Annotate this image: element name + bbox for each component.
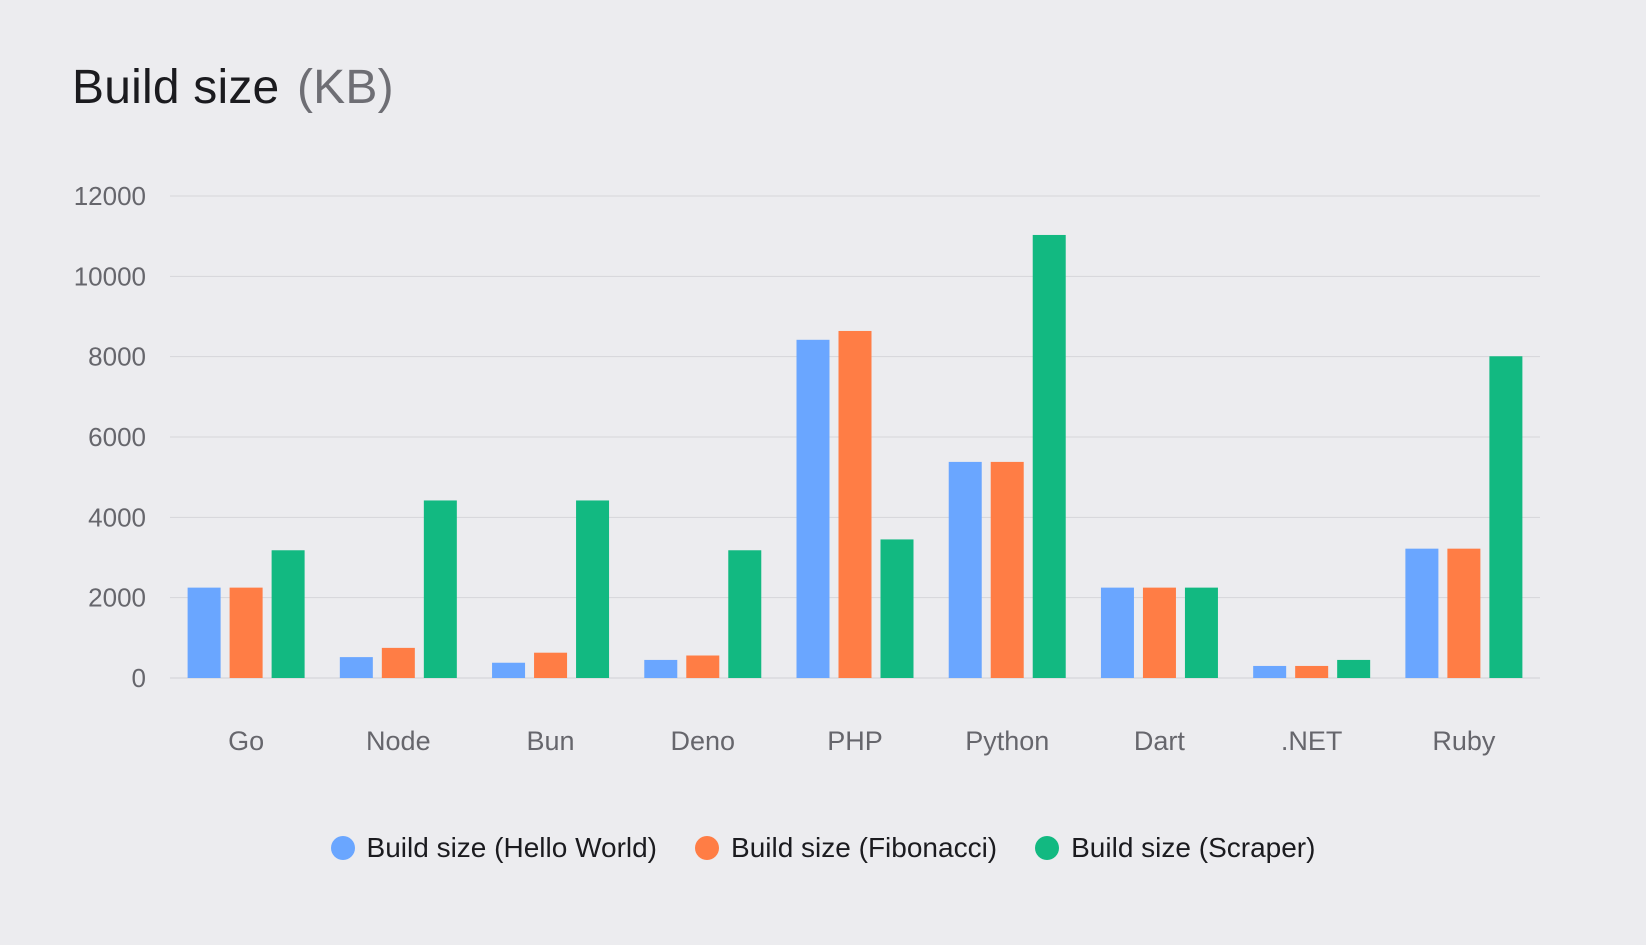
legend-item: Build size (Hello World) bbox=[330, 832, 658, 864]
bar bbox=[423, 500, 457, 678]
y-tick-label: 4000 bbox=[88, 502, 146, 532]
y-tick-label: 6000 bbox=[88, 422, 146, 452]
x-tick-label: Bun bbox=[527, 726, 575, 756]
x-tick-label: .NET bbox=[1281, 726, 1343, 756]
bar bbox=[1337, 659, 1371, 678]
bar bbox=[1184, 587, 1218, 678]
chart-title-unit: (KB) bbox=[296, 61, 394, 114]
bar bbox=[948, 461, 982, 678]
bar bbox=[796, 339, 830, 678]
legend-swatch bbox=[1035, 836, 1060, 860]
bar bbox=[880, 539, 914, 678]
x-tick-label: Dart bbox=[1134, 726, 1186, 756]
bar bbox=[576, 500, 610, 678]
bar bbox=[1489, 356, 1523, 678]
bar bbox=[339, 657, 373, 678]
x-tick-label: Node bbox=[366, 726, 431, 756]
y-tick-label: 2000 bbox=[88, 583, 146, 613]
y-tick-label: 10000 bbox=[74, 261, 146, 291]
bar bbox=[686, 655, 720, 678]
legend-label: Build size (Hello World) bbox=[366, 832, 658, 863]
legend-label: Build size (Scraper) bbox=[1071, 832, 1316, 863]
bar bbox=[534, 652, 568, 678]
chart-title: Build size (KB) bbox=[72, 60, 394, 115]
legend-label: Build size (Fibonacci) bbox=[731, 832, 998, 863]
x-tick-label: Python bbox=[965, 726, 1049, 756]
bar bbox=[838, 330, 872, 678]
bar bbox=[990, 461, 1024, 678]
bar bbox=[187, 587, 221, 678]
bar bbox=[1100, 587, 1134, 678]
legend-swatch bbox=[330, 836, 355, 860]
y-tick-label: 12000 bbox=[74, 181, 146, 211]
bar bbox=[1447, 548, 1481, 678]
chart-legend: Build size (Hello World) Build size (Fibo… bbox=[0, 832, 1646, 864]
bar bbox=[1253, 665, 1287, 678]
bar bbox=[492, 662, 526, 678]
bar bbox=[644, 659, 678, 678]
x-tick-label: Go bbox=[228, 726, 264, 756]
bar bbox=[1032, 234, 1066, 678]
x-tick-label: Deno bbox=[671, 726, 736, 756]
y-tick-label: 8000 bbox=[88, 342, 146, 372]
legend-item: Build size (Scraper) bbox=[1035, 832, 1315, 864]
legend-swatch bbox=[695, 836, 720, 860]
x-tick-label: PHP bbox=[827, 726, 883, 756]
bar bbox=[1405, 548, 1439, 678]
x-tick-label: Ruby bbox=[1432, 726, 1496, 756]
bar bbox=[728, 550, 762, 678]
chart-title-text: Build size bbox=[72, 61, 280, 114]
bar bbox=[271, 550, 305, 678]
legend-item: Build size (Fibonacci) bbox=[695, 832, 997, 864]
bar bbox=[1295, 665, 1329, 678]
y-tick-label: 0 bbox=[132, 663, 146, 693]
bar bbox=[381, 647, 415, 678]
bar bbox=[1142, 587, 1176, 678]
bar bbox=[229, 587, 263, 678]
